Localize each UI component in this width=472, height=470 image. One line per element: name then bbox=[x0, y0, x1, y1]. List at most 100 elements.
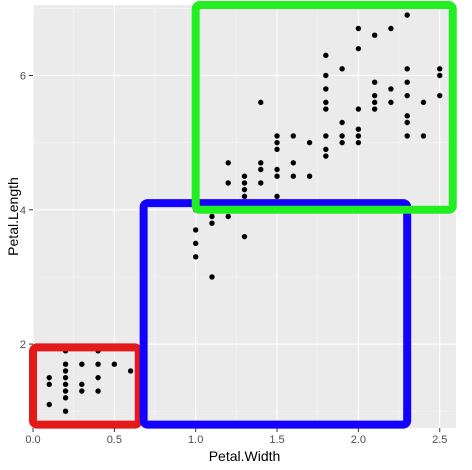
x-axis-ticks: 0.0 0.5 1.0 1.5 2.0 2.5 bbox=[25, 428, 447, 446]
data-point bbox=[209, 274, 215, 280]
data-point bbox=[388, 86, 394, 92]
data-point bbox=[371, 79, 378, 85]
data-point bbox=[404, 113, 410, 119]
data-point bbox=[95, 361, 101, 367]
data-point bbox=[355, 106, 362, 112]
data-point bbox=[192, 254, 199, 260]
data-point bbox=[290, 173, 297, 179]
data-point bbox=[339, 139, 345, 146]
data-point bbox=[306, 173, 313, 179]
x-tick-label: 1.5 bbox=[269, 434, 284, 446]
data-point bbox=[323, 86, 329, 92]
data-point bbox=[274, 173, 280, 179]
data-point bbox=[339, 133, 345, 139]
data-point bbox=[323, 146, 329, 153]
data-point bbox=[404, 79, 410, 85]
data-point bbox=[339, 119, 345, 126]
data-point bbox=[355, 126, 362, 132]
data-point bbox=[290, 133, 297, 139]
data-point bbox=[62, 368, 69, 374]
y-tick-label: 2 bbox=[20, 339, 26, 351]
data-point bbox=[225, 213, 231, 220]
data-point bbox=[274, 166, 280, 173]
data-point bbox=[437, 92, 443, 99]
data-point bbox=[62, 361, 69, 367]
data-point bbox=[306, 139, 313, 146]
x-tick-label: 2.5 bbox=[432, 434, 447, 446]
data-point bbox=[274, 146, 280, 153]
data-point bbox=[290, 160, 297, 166]
y-axis-title: Petal.Length bbox=[5, 177, 21, 256]
data-point bbox=[339, 66, 345, 72]
y-axis-ticks: 2 4 6 bbox=[20, 71, 33, 351]
data-point bbox=[46, 374, 52, 381]
data-point bbox=[355, 45, 362, 52]
data-point bbox=[323, 72, 329, 79]
data-point bbox=[355, 25, 362, 32]
data-point bbox=[62, 408, 69, 414]
data-point bbox=[323, 52, 329, 59]
data-point bbox=[192, 240, 199, 247]
data-point bbox=[79, 388, 85, 394]
x-tick-label: 0.0 bbox=[25, 434, 40, 446]
red-box bbox=[29, 343, 143, 429]
data-point bbox=[241, 186, 248, 193]
annotation-boxes bbox=[29, 1, 457, 429]
green-box bbox=[191, 1, 457, 214]
data-point bbox=[323, 153, 329, 159]
y-tick-label: 6 bbox=[20, 71, 26, 83]
data-point bbox=[46, 381, 52, 388]
data-point bbox=[258, 160, 264, 166]
data-point bbox=[404, 119, 410, 126]
data-point bbox=[79, 361, 85, 367]
data-point bbox=[323, 133, 329, 139]
data-point bbox=[62, 388, 69, 394]
data-point bbox=[420, 99, 427, 106]
data-point bbox=[225, 160, 231, 166]
data-points bbox=[46, 12, 443, 414]
data-point bbox=[127, 368, 134, 374]
data-point bbox=[437, 72, 443, 79]
data-point bbox=[371, 99, 378, 106]
data-point bbox=[371, 32, 378, 38]
data-point bbox=[111, 361, 118, 367]
data-point bbox=[258, 180, 264, 186]
data-point bbox=[258, 99, 264, 106]
x-tick-label: 1.0 bbox=[188, 434, 203, 446]
data-point bbox=[241, 233, 248, 240]
data-point bbox=[274, 133, 280, 139]
data-point bbox=[209, 213, 215, 220]
data-point bbox=[388, 25, 394, 32]
data-point bbox=[95, 374, 101, 381]
x-axis-title: Petal.Width bbox=[209, 448, 281, 464]
data-point bbox=[46, 401, 52, 408]
data-point bbox=[404, 12, 410, 18]
data-point bbox=[323, 99, 329, 106]
data-point bbox=[241, 173, 248, 179]
data-point bbox=[62, 381, 69, 388]
data-point bbox=[209, 220, 215, 226]
data-point bbox=[355, 133, 362, 139]
y-tick-label: 4 bbox=[20, 205, 26, 217]
data-point bbox=[241, 180, 248, 186]
data-point bbox=[404, 66, 410, 72]
x-tick-label: 2.0 bbox=[351, 434, 366, 446]
data-point bbox=[404, 92, 410, 99]
data-point bbox=[371, 92, 378, 99]
data-point bbox=[437, 66, 443, 72]
data-point bbox=[355, 139, 362, 146]
data-point bbox=[388, 99, 394, 106]
data-point bbox=[225, 180, 231, 186]
data-point bbox=[371, 106, 378, 112]
x-tick-label: 0.5 bbox=[107, 434, 122, 446]
data-point bbox=[274, 139, 280, 146]
data-point bbox=[79, 381, 85, 388]
data-point bbox=[95, 388, 101, 394]
blue-box bbox=[139, 199, 412, 429]
data-point bbox=[192, 227, 199, 233]
data-point bbox=[62, 374, 69, 381]
data-point bbox=[274, 193, 280, 200]
data-point bbox=[62, 395, 69, 401]
data-point bbox=[404, 133, 410, 139]
